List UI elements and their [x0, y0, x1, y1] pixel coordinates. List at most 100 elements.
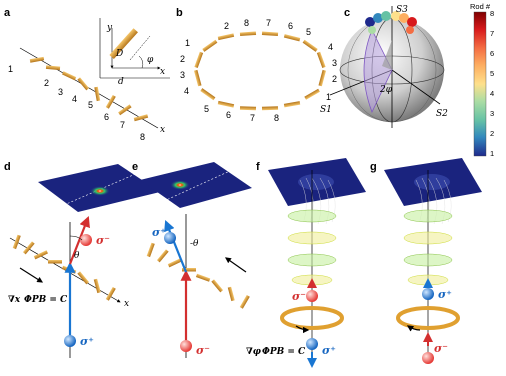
inset-y-label: y: [106, 23, 113, 33]
sigma-minus-ball-d: [80, 234, 92, 246]
inset-d-label: d: [118, 77, 124, 87]
panel-c: c S3 S1 S2 2φ: [320, 5, 448, 128]
rod-ring-g: [396, 306, 460, 330]
panel-a-axis-line: [19, 47, 159, 129]
panel-d-x-label: x: [124, 299, 129, 309]
rod-4: [77, 77, 90, 91]
ring-right-number-1: 4: [328, 42, 333, 52]
sigma-plus-ball-d: [64, 335, 76, 347]
colorbar: Rod # 8 7 6 5 4 3 2 1: [470, 2, 494, 158]
panel-label-e: e: [132, 161, 138, 173]
rod-number-8: 8: [140, 132, 145, 142]
arrow-d: [19, 267, 44, 283]
sigma-plus-label-f: σ⁺: [322, 344, 336, 357]
colorbar-title: Rod #: [470, 2, 491, 11]
sigma-plus-ball-e: [164, 232, 176, 244]
ring-bottom-number-2: 6: [226, 110, 231, 120]
beam-spot-e: [170, 180, 190, 190]
s3-label: S3: [396, 5, 408, 15]
rod-number-2: 2: [44, 78, 49, 88]
sphere-color-beads: [365, 11, 417, 34]
s2-label: S2: [436, 109, 448, 119]
ring-left-number-4: 4: [184, 86, 189, 96]
ring-bottom-number-1: 5: [204, 104, 209, 114]
equation-d-lhs: ∇x: [8, 295, 21, 305]
panel-a-rods: [29, 56, 149, 122]
rod-1: [29, 56, 45, 63]
ring-left-number-3: 3: [180, 70, 185, 80]
rod-8: [133, 114, 149, 122]
colorbar-tick-7: 7: [490, 29, 494, 38]
sigma-plus-label-e: σ⁺: [152, 226, 166, 239]
sigma-minus-label-g: σ⁻: [434, 342, 448, 355]
sigma-plus-label-g: σ⁺: [438, 288, 452, 301]
theta-label-d: θ: [74, 251, 80, 261]
angle-label: 2φ: [379, 85, 393, 95]
colorbar-tick-3: 3: [490, 109, 494, 118]
ring-bottom-number-3: 7: [250, 113, 255, 123]
inset-rod: [109, 28, 138, 59]
rod-3: [62, 71, 77, 81]
ring-top-number-5: 5: [306, 27, 311, 37]
panel-a-x-label: x: [160, 125, 165, 135]
panel-d: d σ⁻ σ⁺ θ x ∇x ΦPB = C: [4, 161, 160, 358]
panel-label-g: g: [370, 161, 377, 173]
colorbar-tick-4: 4: [490, 89, 494, 98]
sigma-plus-beam-e: [164, 219, 188, 273]
panel-b-ring-rods: [193, 31, 327, 111]
ring-right-number-2: 3: [332, 58, 337, 68]
sigma-minus-ball-e: [180, 340, 192, 352]
ring-top-number-1: 2: [224, 21, 229, 31]
helix-g: [403, 209, 453, 286]
sigma-plus-ball-g: [422, 288, 434, 300]
sigma-minus-label-e: σ⁻: [196, 344, 210, 357]
rod-number-5: 5: [88, 100, 93, 110]
equation-f-rhs: ΦPB = C: [262, 347, 306, 357]
screen-e: [140, 162, 252, 208]
ring-right-number-4: 1: [326, 92, 331, 102]
ring-left-number-1: 1: [185, 38, 190, 48]
sigma-plus-label-d: σ⁺: [80, 335, 94, 348]
sigma-minus-label-f: σ⁻: [292, 290, 306, 303]
rod-number-3: 3: [58, 87, 63, 97]
panel-f: f σ⁻ σ⁺ ∇φ ΦPB = C: [246, 158, 366, 368]
equation-f-lhs: ∇φ: [246, 347, 262, 357]
ring-right-number-3: 2: [332, 74, 337, 84]
ring-top-number-3: 7: [266, 18, 271, 28]
colorbar-tick-6: 6: [490, 49, 494, 58]
s2-axis: [391, 69, 441, 105]
rod-number-4: 4: [72, 94, 77, 104]
sigma-minus-ball-f: [306, 290, 318, 302]
rod-number-7: 7: [120, 120, 125, 130]
panel-g: g σ⁺ σ⁻: [370, 158, 482, 364]
inset-x-label: x: [160, 67, 165, 77]
rod-number-6: 6: [104, 112, 109, 122]
panel-b: b 2 8 7 6 5 1 2 3 4 4 3 2: [176, 7, 337, 123]
ring-left-number-2: 2: [180, 54, 185, 64]
ring-top-number-2: 8: [244, 18, 249, 28]
s1-label: S1: [320, 105, 332, 115]
colorbar-tick-5: 5: [490, 69, 494, 78]
panel-label-a: a: [4, 7, 11, 19]
inset-D-label: D: [115, 49, 123, 59]
rod-6: [105, 94, 116, 109]
panel-e: e σ⁺ σ⁻ -θ: [132, 161, 252, 358]
ring-bottom-number-4: 8: [274, 113, 279, 123]
panel-a: a 1 2 3 4 5 6 7 8 x y: [4, 7, 170, 142]
rod-2: [45, 65, 61, 71]
panel-label-b: b: [176, 7, 183, 19]
rod-ring-f: [280, 306, 344, 330]
colorbar-gradient: [473, 11, 487, 157]
colorbar-tick-8: 8: [490, 9, 494, 18]
theta-label-e: -θ: [190, 239, 199, 249]
phase-wedge: [363, 29, 393, 114]
sigma-minus-beam-d: [68, 215, 90, 265]
ring-top-number-4: 6: [288, 21, 293, 31]
panel-label-c: c: [344, 7, 350, 19]
rod-5: [94, 86, 101, 102]
sigma-plus-ball-f: [306, 338, 318, 350]
inset-phi-label: φ: [147, 55, 154, 65]
rod-number-1: 1: [8, 64, 13, 74]
panel-label-f: f: [256, 161, 260, 173]
